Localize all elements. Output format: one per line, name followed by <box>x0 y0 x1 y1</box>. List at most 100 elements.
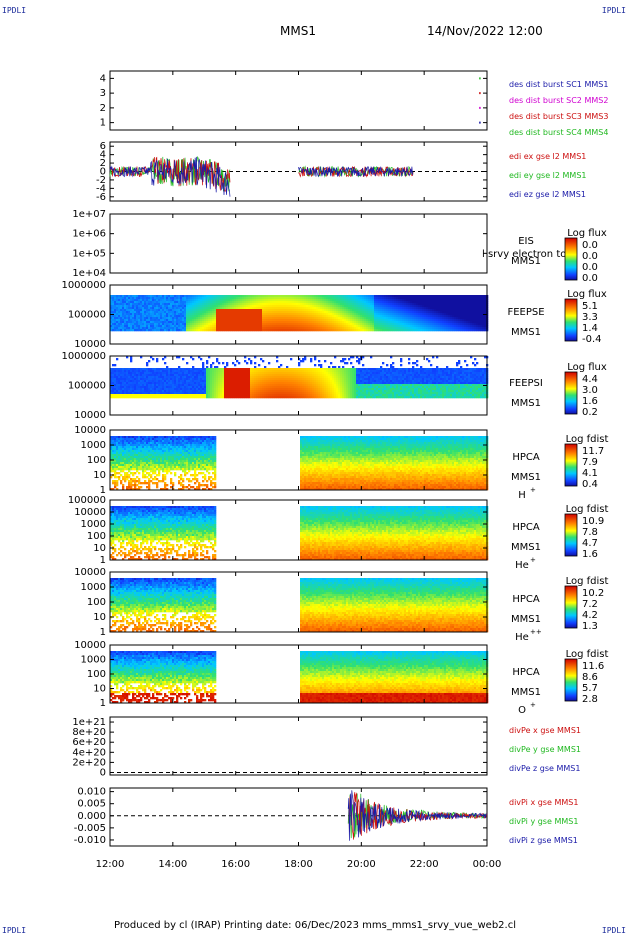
feeps-electron-cell <box>178 329 180 331</box>
feeps-electron-cell <box>116 303 118 305</box>
feeps-electron-cell <box>120 297 122 299</box>
feeps-electron-cell <box>364 297 366 299</box>
feeps-electron-cell <box>480 317 482 319</box>
feeps-electron-cell <box>158 329 160 331</box>
feeps-electron-cell <box>114 305 116 307</box>
feeps-electron-cell <box>288 317 290 319</box>
feeps-electron-cell <box>156 325 158 327</box>
feeps-ion-cell <box>258 384 260 386</box>
feeps-ion-cell <box>198 388 200 390</box>
feeps-ion-cell <box>182 396 184 398</box>
feeps-electron-cell <box>232 307 234 309</box>
feeps-electron-cell <box>274 295 276 297</box>
feeps-electron-cell <box>172 299 174 301</box>
feeps-electron-cell <box>220 313 222 315</box>
feeps-electron-cell <box>398 315 400 317</box>
feeps-electron-cell <box>392 297 394 299</box>
feeps-ion-cell <box>270 380 272 382</box>
feeps-electron-cell <box>178 301 180 303</box>
feeps-electron-cell <box>480 295 482 297</box>
feeps-electron-cell <box>316 299 318 301</box>
feeps-ion-cell <box>284 374 286 376</box>
feeps-electron-cell <box>362 329 364 331</box>
feeps-electron-cell <box>314 327 316 329</box>
feeps-ion-cell <box>290 376 292 378</box>
feeps-electron-cell <box>446 307 448 309</box>
feeps-electron-cell <box>238 323 240 325</box>
feeps-electron-cell <box>474 307 476 309</box>
feeps-electron-cell <box>140 317 142 319</box>
feeps-electron-cell <box>212 307 214 309</box>
feeps-electron-cell <box>174 309 176 311</box>
feeps-electron-cell <box>260 305 262 307</box>
feeps-electron-cell <box>452 299 454 301</box>
feeps-electron-cell <box>250 315 252 317</box>
feeps-ion-cell <box>276 376 278 378</box>
feeps-electron-cell <box>152 311 154 313</box>
feeps-electron-cell <box>294 297 296 299</box>
feeps-electron-cell <box>210 301 212 303</box>
feeps-ion-cell <box>258 382 260 384</box>
feeps-electron-cell <box>344 315 346 317</box>
feeps-electron-cell <box>342 315 344 317</box>
feeps-electron-cell <box>302 317 304 319</box>
feeps-electron-cell <box>210 305 212 307</box>
feeps-ion-cell <box>254 372 256 374</box>
feeps-electron-cell <box>390 303 392 305</box>
feeps-ion-cell <box>264 376 266 378</box>
feeps-electron-cell <box>228 317 230 319</box>
feeps-ion-cell <box>244 394 246 396</box>
feeps-electron-cell <box>376 297 378 299</box>
feeps-electron-cell <box>378 303 380 305</box>
feeps-ion-cell <box>186 368 188 370</box>
feeps-electron-cell <box>284 325 286 327</box>
feeps-ion-cell <box>170 380 172 382</box>
feeps-electron-cell <box>448 303 450 305</box>
feeps-ion-cell <box>136 370 138 372</box>
feeps-ion-cell <box>192 382 194 384</box>
feeps-ion-cell <box>150 376 152 378</box>
feeps-electron-cell <box>262 315 264 317</box>
feeps-ion-cell <box>198 368 200 370</box>
feeps-electron-cell <box>164 309 166 311</box>
feeps-ion-cell <box>196 378 198 380</box>
feeps-electron-cell <box>372 301 374 303</box>
feeps-electron-cell <box>428 299 430 301</box>
feeps-electron-cell <box>280 311 282 313</box>
feeps-electron-cell <box>292 305 294 307</box>
feeps-electron-cell <box>396 309 398 311</box>
feeps-electron-cell <box>156 305 158 307</box>
feeps-electron-cell <box>200 303 202 305</box>
feeps-ion-cell <box>160 394 162 396</box>
feeps-electron-cell <box>296 311 298 313</box>
feeps-electron-cell <box>154 327 156 329</box>
feeps-ion-cell <box>266 388 268 390</box>
feeps-electron-cell <box>402 323 404 325</box>
feeps-electron-cell <box>470 311 472 313</box>
feeps-electron-cell <box>446 315 448 317</box>
feeps-electron-cell <box>176 323 178 325</box>
feeps-electron-cell <box>470 303 472 305</box>
feeps-electron-cell <box>242 295 244 297</box>
panel-eis <box>110 214 487 273</box>
feeps-electron-cell <box>290 317 292 319</box>
feeps-electron-cell <box>232 327 234 329</box>
feeps-ion-cell <box>114 396 116 398</box>
feeps-electron-cell <box>220 317 222 319</box>
feeps-electron-cell <box>266 327 268 329</box>
feeps-electron-cell <box>416 319 418 321</box>
feeps-electron-cell <box>310 317 312 319</box>
feeps-electron-cell <box>116 319 118 321</box>
feeps-electron-cell <box>112 323 114 325</box>
feeps-electron-cell <box>162 301 164 303</box>
feeps-ion-cell <box>178 378 180 380</box>
feeps-ion-cell <box>190 372 192 374</box>
feeps-electron-cell <box>406 313 408 315</box>
feeps-electron-cell <box>426 319 428 321</box>
feeps-electron-cell <box>264 297 266 299</box>
feeps-electron-cell <box>260 295 262 297</box>
feeps-ion-cell <box>256 368 258 370</box>
feeps-electron-cell <box>198 319 200 321</box>
feeps-electron-cell <box>152 329 154 331</box>
feeps-electron-cell <box>456 319 458 321</box>
